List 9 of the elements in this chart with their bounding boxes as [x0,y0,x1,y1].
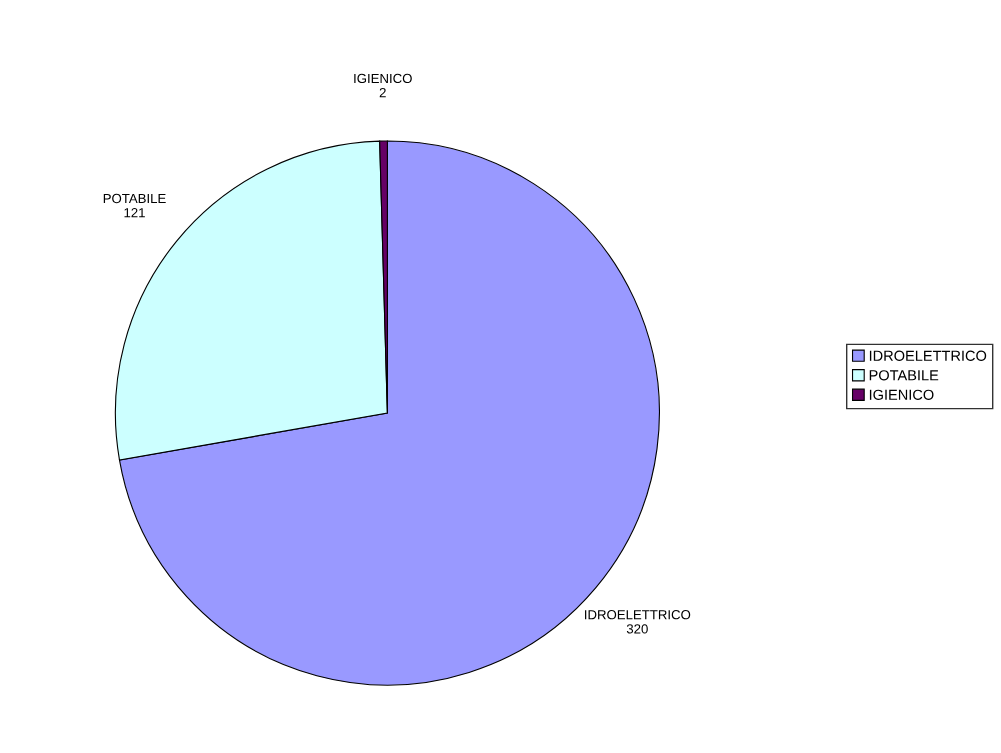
data-label: 121 [124,208,145,218]
legend-label: POTABILE [869,370,939,381]
slice-label: IDROELETTRICO [585,610,691,620]
slice-label: POTABILE [103,193,166,204]
data-label: 320 [626,624,648,634]
legend-label: IDROELETTRICO [869,350,987,361]
slice-label: IGIENICO [354,73,412,84]
data-label: 2 [379,87,386,98]
legend-label: IGIENICO [869,389,934,400]
